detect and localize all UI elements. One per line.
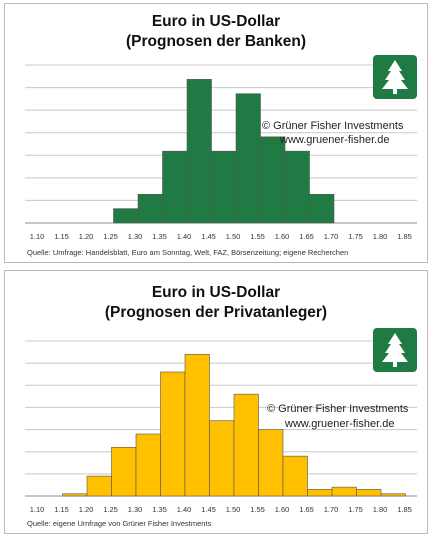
- bar-1.40: [186, 79, 212, 224]
- tree-icon: [373, 55, 417, 99]
- x-tick-label: 1.85: [397, 232, 412, 241]
- x-tick-label: 1.15: [54, 232, 69, 241]
- x-tick-label: 1.10: [30, 505, 45, 514]
- x-tick-label: 1.55: [250, 505, 265, 514]
- bar-1.55: [260, 136, 286, 224]
- private-chart-source: Quelle: eigene Umfrage von Grüner Fisher…: [27, 519, 212, 528]
- x-tick-label: 1.50: [226, 505, 241, 514]
- x-tick-label: 1.45: [201, 505, 216, 514]
- x-tick-label: 1.40: [177, 232, 192, 241]
- bar-1.30: [135, 433, 161, 497]
- private-forecast-chart: Euro in US-Dollar (Prognosen der Privata…: [4, 270, 428, 534]
- x-tick-label: 1.65: [299, 232, 314, 241]
- bar-1.60: [282, 455, 308, 497]
- tree-icon: [373, 328, 417, 372]
- x-tick-label: 1.60: [275, 505, 290, 514]
- bank-chart-plot: 1.10 1.15 1.20 1.25 1.30 1.35 1.40 1.45 1.50 1.55…: [25, 64, 417, 241]
- x-tick-label: 1.35: [152, 232, 167, 241]
- bank-credit-line2: www.gruener-fisher.de: [280, 134, 390, 146]
- x-tick-label: 1.20: [79, 232, 94, 241]
- bar-1.50: [235, 93, 261, 224]
- bank-chart-subtitle: (Prognosen der Banken): [126, 33, 306, 50]
- bank-forecast-chart: Euro in US-Dollar (Prognosen der Banken)…: [4, 3, 428, 263]
- x-tick-label: 1.15: [54, 505, 69, 514]
- bar-1.45: [211, 150, 237, 224]
- x-tick-label: 1.10: [30, 232, 45, 241]
- x-tick-label: 1.55: [250, 232, 265, 241]
- bar-1.55: [258, 429, 284, 497]
- bar-1.20: [86, 475, 112, 497]
- bar-1.80: [380, 493, 406, 497]
- x-tick-label: 1.65: [299, 505, 314, 514]
- bar-1.75: [356, 489, 382, 497]
- x-tick-label: 1.45: [201, 232, 216, 241]
- private-chart-subtitle: (Prognosen der Privatanleger): [104, 304, 328, 321]
- private-chart-title: Euro in US-Dollar: [151, 284, 281, 301]
- bank-chart-source: Quelle: Umfrage: Handelsblatt, Euro am S…: [27, 248, 349, 257]
- x-tick-label: 1.75: [348, 232, 363, 241]
- bank-chart-title: Euro in US-Dollar: [151, 13, 281, 30]
- x-tick-label: 1.80: [373, 505, 388, 514]
- x-tick-label: 1.25: [103, 232, 118, 241]
- bar-1.50: [233, 393, 259, 497]
- bar-1.25: [111, 446, 137, 497]
- x-tick-label: 1.30: [128, 505, 143, 514]
- x-tick-label: 1.80: [373, 232, 388, 241]
- bar-1.70: [331, 486, 357, 497]
- x-tick-label: 1.35: [152, 505, 167, 514]
- x-tick-label: 1.60: [275, 232, 290, 241]
- bar-1.40: [184, 353, 210, 497]
- x-tick-label: 1.20: [79, 505, 94, 514]
- private-credit-line2: www.gruener-fisher.de: [285, 418, 395, 430]
- bar-1.60: [284, 150, 310, 224]
- private-chart-plot: 1.10 1.15 1.20 1.25 1.30 1.35 1.40 1.45 1.50 1.55…: [25, 340, 417, 514]
- private-credit-line1: © Grüner Fisher Investments: [267, 403, 409, 415]
- bar-1.30: [137, 193, 163, 224]
- bar-1.65: [309, 193, 335, 224]
- bar-1.65: [307, 489, 333, 497]
- bar-1.35: [162, 150, 188, 224]
- x-tick-label: 1.70: [324, 505, 339, 514]
- x-tick-label: 1.40: [177, 505, 192, 514]
- x-tick-label: 1.25: [103, 505, 118, 514]
- x-tick-label: 1.30: [128, 232, 143, 241]
- bar-1.15: [62, 493, 88, 497]
- x-tick-label: 1.85: [397, 505, 412, 514]
- x-tick-label: 1.70: [324, 232, 339, 241]
- x-tick-label: 1.50: [226, 232, 241, 241]
- bar-1.45: [209, 420, 235, 497]
- bar-1.25: [113, 208, 139, 224]
- bar-1.35: [160, 371, 186, 497]
- bank-credit-line1: © Grüner Fisher Investments: [262, 120, 404, 132]
- x-tick-label: 1.75: [348, 505, 363, 514]
